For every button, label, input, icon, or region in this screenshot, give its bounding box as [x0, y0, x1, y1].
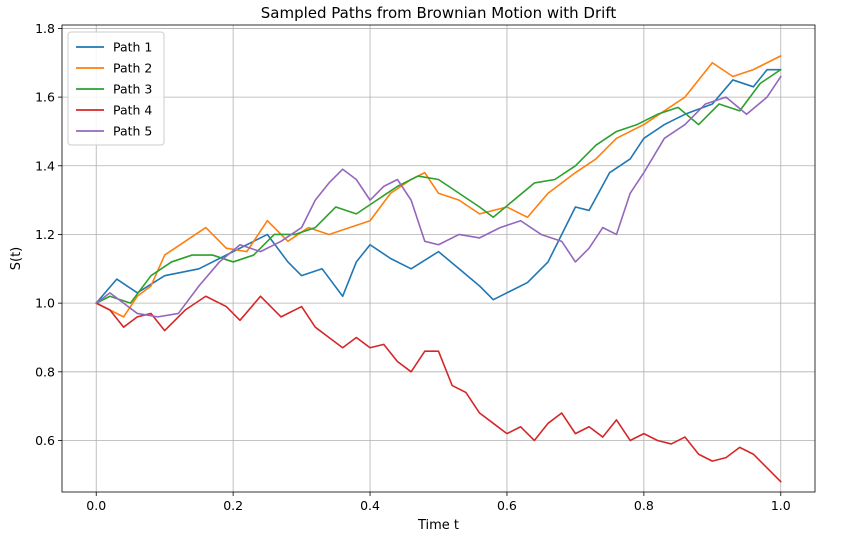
y-axis: 0.6 0.8 1.0 1.2 1.4 1.6 1.8 [35, 21, 62, 448]
series-line-path-4 [95, 295, 782, 483]
y-tick-label: 1.6 [35, 90, 55, 105]
grid [62, 25, 815, 492]
legend-label-path-3: Path 3 [113, 82, 152, 97]
y-tick-label: 0.8 [35, 364, 55, 379]
series-line-path-1 [95, 68, 782, 304]
x-axis-label: Time t [417, 518, 459, 533]
x-tick-label: 0.8 [634, 498, 654, 513]
series-line-path-5 [95, 75, 782, 318]
x-tick-label: 0.0 [86, 498, 106, 513]
y-tick-label: 1.2 [35, 227, 55, 242]
x-axis: 0.0 0.2 0.4 0.6 0.8 1.0 [86, 492, 791, 513]
legend: Path 1 Path 2 Path 3 Path 4 Path 5 [67, 31, 165, 146]
y-tick-label: 1.8 [35, 21, 55, 36]
series-lines [95, 55, 782, 483]
x-tick-label: 0.4 [360, 498, 380, 513]
legend-label-path-5: Path 5 [113, 124, 152, 139]
legend-label-path-1: Path 1 [113, 40, 152, 55]
legend-label-path-4: Path 4 [113, 103, 152, 118]
chart-title: Sampled Paths from Brownian Motion with … [261, 4, 617, 22]
x-tick-label: 0.2 [223, 498, 243, 513]
y-axis-label: S(t) [9, 247, 24, 271]
y-tick-label: 1.0 [35, 296, 55, 311]
x-tick-label: 1.0 [771, 498, 791, 513]
y-tick-label: 0.6 [35, 433, 55, 448]
legend-label-path-2: Path 2 [113, 61, 152, 76]
series-line-path-3 [95, 68, 782, 304]
x-tick-label: 0.6 [497, 498, 517, 513]
plot-area [62, 25, 815, 492]
legend-box [67, 31, 165, 146]
plot-frame [61, 24, 816, 493]
y-tick-label: 1.4 [35, 158, 55, 173]
